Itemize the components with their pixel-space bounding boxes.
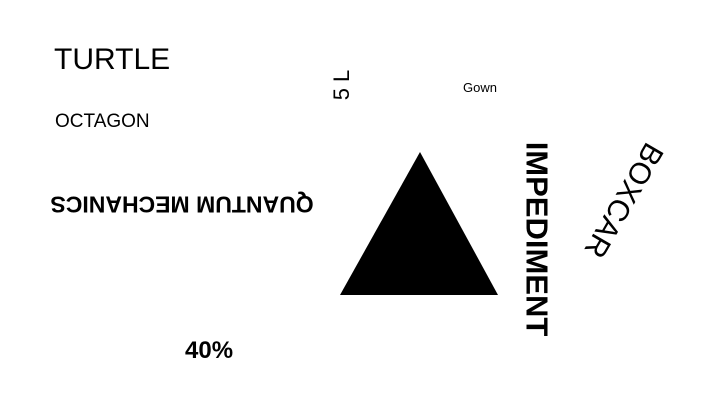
word-quantum-mechanics: QUANTUM MECHANICS [50, 191, 314, 218]
word-five-l: 5 L [329, 69, 354, 101]
word-percent: 40% [185, 337, 234, 364]
word-impediment: IMPEDIMENT [519, 141, 555, 337]
word-gown: Gown [463, 80, 497, 95]
word-boxcar: BOXCAR [577, 137, 670, 264]
word-octagon: OCTAGON [55, 111, 150, 132]
triangle-polygon [340, 152, 498, 295]
word-turtle: TURTLE [54, 43, 171, 76]
triangle-shape [340, 152, 498, 295]
